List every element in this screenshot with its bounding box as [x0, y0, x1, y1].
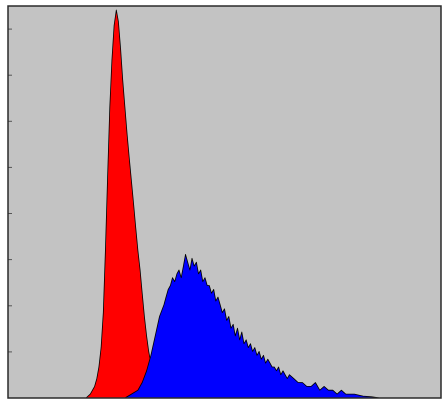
plot-frame — [7, 5, 442, 399]
histogram-series-2 — [124, 254, 381, 399]
series-layer — [85, 9, 381, 399]
